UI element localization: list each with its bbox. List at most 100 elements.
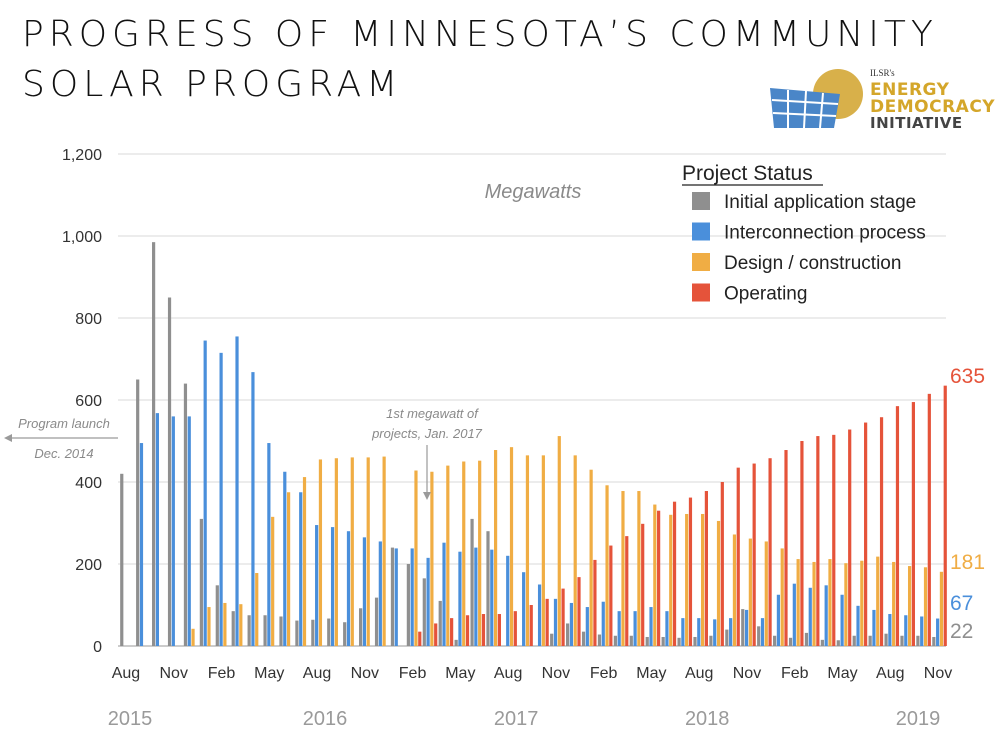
x-tick-label: Feb bbox=[781, 665, 809, 682]
bar bbox=[167, 297, 172, 646]
bar bbox=[152, 242, 156, 646]
bar bbox=[892, 561, 896, 646]
x-tick-label: Nov bbox=[924, 665, 952, 682]
year-label: 2015 bbox=[108, 708, 153, 730]
bar bbox=[796, 559, 800, 646]
y-tick-label: 0 bbox=[93, 639, 102, 656]
logo-line3: INITIATIVE bbox=[870, 114, 963, 132]
first-megawatt-annotation: 1st megawatt of projects, Jan. 2017 bbox=[371, 406, 483, 500]
bar bbox=[442, 542, 446, 646]
x-tick-label: Feb bbox=[399, 665, 427, 682]
y-tick-label: 1,000 bbox=[62, 229, 102, 246]
end-value-label: 181 bbox=[950, 551, 985, 574]
bar bbox=[709, 635, 713, 646]
bar bbox=[359, 608, 363, 646]
bar bbox=[911, 402, 915, 646]
bar bbox=[295, 620, 299, 646]
bar bbox=[136, 379, 140, 646]
legend-item-label: Design / construction bbox=[724, 253, 901, 274]
bar bbox=[139, 443, 144, 646]
bar bbox=[187, 416, 191, 646]
legend-swatch bbox=[692, 253, 710, 271]
bar bbox=[736, 467, 740, 646]
bar bbox=[852, 635, 856, 646]
bar bbox=[334, 458, 338, 646]
bar bbox=[681, 618, 685, 646]
bar bbox=[932, 636, 936, 646]
bar bbox=[864, 422, 868, 646]
y-tick-label: 400 bbox=[75, 475, 102, 492]
bar bbox=[804, 632, 809, 646]
bar bbox=[653, 504, 657, 646]
bar bbox=[302, 477, 307, 646]
bar bbox=[895, 406, 900, 646]
bar bbox=[927, 393, 931, 646]
bar bbox=[271, 516, 275, 646]
bar bbox=[792, 583, 796, 646]
end-value-label: 635 bbox=[950, 365, 985, 388]
bar bbox=[936, 618, 940, 646]
bar bbox=[422, 578, 426, 646]
bar bbox=[832, 434, 836, 646]
y-tick-label: 200 bbox=[75, 557, 102, 574]
bar bbox=[438, 600, 442, 646]
bar bbox=[872, 609, 876, 646]
legend-title: Project Status bbox=[682, 162, 813, 185]
bar bbox=[541, 455, 545, 646]
program-launch-annotation: Program launch Dec. 2014 bbox=[4, 416, 118, 461]
bar bbox=[764, 541, 768, 646]
units-label: Megawatts bbox=[485, 181, 582, 203]
bar bbox=[522, 572, 526, 646]
bar bbox=[828, 559, 832, 646]
bar bbox=[183, 383, 188, 646]
bar bbox=[669, 514, 673, 646]
bar bbox=[199, 518, 203, 646]
bar bbox=[283, 471, 287, 646]
bar bbox=[207, 607, 211, 646]
bar bbox=[741, 609, 745, 646]
logo-small-text: ILSR's bbox=[870, 68, 895, 78]
bar bbox=[486, 531, 490, 646]
x-tick-label: May bbox=[636, 665, 666, 682]
launch-annotation-line2: Dec. 2014 bbox=[34, 446, 93, 461]
year-label: 2018 bbox=[685, 708, 730, 730]
bar bbox=[641, 523, 645, 646]
bar bbox=[677, 637, 681, 646]
bar bbox=[757, 626, 761, 646]
bar bbox=[557, 436, 561, 646]
bar bbox=[490, 549, 494, 646]
bar bbox=[286, 492, 291, 646]
bar bbox=[943, 385, 947, 646]
bar bbox=[418, 631, 422, 646]
bar bbox=[426, 557, 430, 646]
chart-title-line1: PROGRESS OF MINNESOTA’S COMMUNITY bbox=[22, 14, 938, 55]
bar bbox=[820, 639, 824, 646]
bar bbox=[450, 618, 454, 646]
legend-item-label: Operating bbox=[724, 284, 807, 305]
bar bbox=[776, 594, 781, 646]
bar bbox=[462, 461, 466, 646]
x-tick-label: Feb bbox=[208, 665, 236, 682]
bar bbox=[657, 510, 661, 646]
x-tick-label: Aug bbox=[685, 665, 713, 682]
bar bbox=[251, 372, 255, 646]
bar bbox=[672, 501, 677, 646]
x-tick-label: Feb bbox=[590, 665, 618, 682]
logo-line2: DEMOCRACY bbox=[870, 97, 996, 117]
bar bbox=[645, 636, 649, 646]
bar bbox=[362, 537, 367, 646]
bar bbox=[637, 491, 641, 646]
bar bbox=[773, 635, 777, 646]
year-label: 2017 bbox=[494, 708, 539, 730]
bar bbox=[550, 633, 554, 646]
x-tick-label: Aug bbox=[876, 665, 904, 682]
bar bbox=[394, 548, 398, 646]
megawatt-annotation-line2: projects, Jan. 2017 bbox=[371, 426, 483, 441]
bar bbox=[609, 545, 613, 646]
bar bbox=[879, 417, 884, 646]
bar-series bbox=[120, 242, 947, 646]
bar bbox=[844, 563, 848, 646]
bar bbox=[191, 628, 195, 646]
bar bbox=[840, 594, 844, 646]
